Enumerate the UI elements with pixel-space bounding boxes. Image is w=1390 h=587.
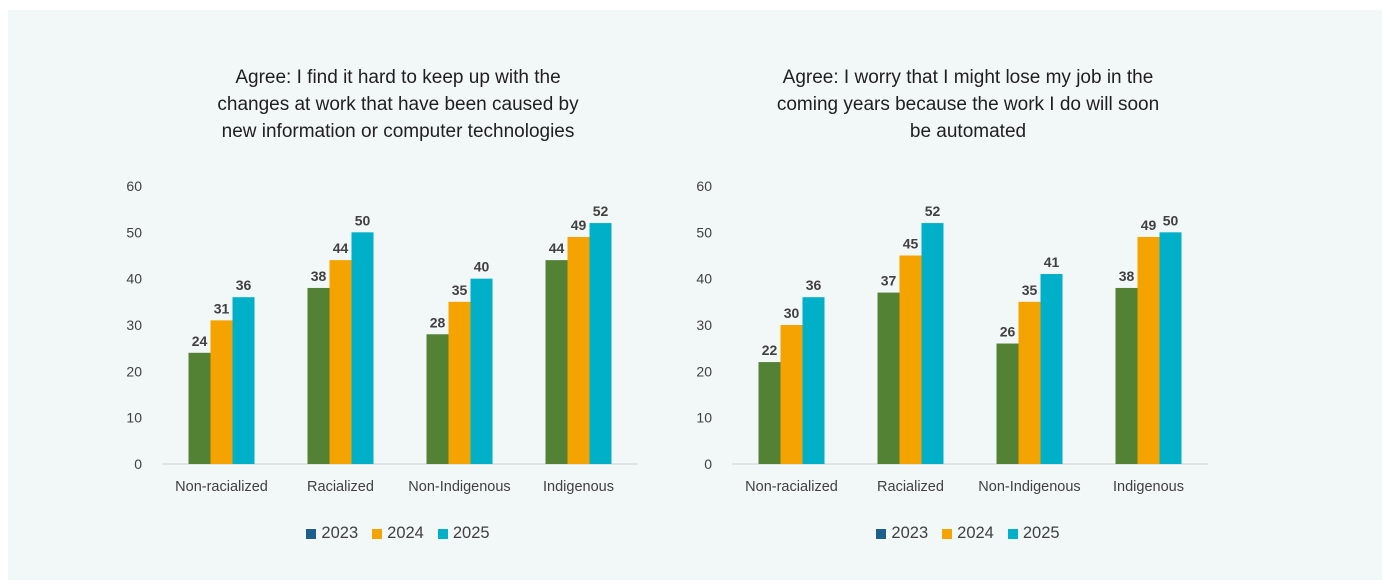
legend-swatch-2024 <box>942 528 953 539</box>
legend-swatch-2025 <box>437 528 448 539</box>
legend-label-2024: 2024 <box>387 524 424 542</box>
y-tick-label: 0 <box>134 456 142 472</box>
y-tick-label: 20 <box>696 363 712 379</box>
bar-2024 <box>899 255 922 464</box>
bar-2025 <box>802 297 825 464</box>
data-label: 52 <box>593 203 609 219</box>
bar-chart-svg: 0 10 20 30 40 50 60 22 30 36 Non-racialized 37 45 52 R… <box>696 178 1208 495</box>
y-tick-label: 40 <box>126 271 142 287</box>
y-tick-label: 30 <box>126 317 142 333</box>
x-category-label: Racialized <box>877 479 944 495</box>
data-label: 26 <box>1000 324 1016 340</box>
data-label: 35 <box>452 282 468 298</box>
data-label: 24 <box>192 333 208 349</box>
chart-title: Agree: I worry that I might lose my job … <box>776 67 1160 142</box>
bar-2024 <box>329 260 352 464</box>
bar-2023 <box>426 334 449 464</box>
x-category-label: Non-racialized <box>175 479 268 495</box>
legend-swatch-2023 <box>876 528 887 539</box>
legend-swatch-2025 <box>1007 528 1018 539</box>
legend-swatch-2024 <box>372 528 383 539</box>
y-tick-label: 40 <box>696 271 712 287</box>
legend-label-2024: 2024 <box>957 524 994 542</box>
y-tick-label: 10 <box>696 410 712 426</box>
data-label: 37 <box>881 273 897 289</box>
legend-label-2023: 2023 <box>891 524 929 542</box>
legend-item-2024: 2024 <box>372 524 424 543</box>
data-label: 49 <box>1141 217 1157 233</box>
data-label: 22 <box>762 342 778 358</box>
legend-swatch-2023 <box>306 528 317 539</box>
x-category-label: Racialized <box>307 479 374 495</box>
bar-chart-svg: 0 10 20 30 40 50 60 24 31 36 Non-racialized 38 44 50 R… <box>126 178 638 495</box>
legend-label-2023: 2023 <box>321 524 359 542</box>
y-tick-label: 60 <box>126 178 142 194</box>
legend-item-2023: 2023 <box>306 524 358 543</box>
bar-2024 <box>1137 236 1160 464</box>
legend-item-2024: 2024 <box>942 524 994 543</box>
y-tick-label: 60 <box>696 178 712 194</box>
bar-2023 <box>877 292 900 464</box>
bar-2024 <box>210 320 233 464</box>
data-label: 52 <box>925 203 941 219</box>
data-label: 44 <box>549 240 565 256</box>
legend-item-2025: 2025 <box>437 524 490 543</box>
data-label: 38 <box>1119 268 1135 284</box>
data-label: 28 <box>430 314 446 330</box>
bar-2024 <box>567 236 590 464</box>
bar-2023 <box>545 260 568 464</box>
bar-2023 <box>996 343 1019 464</box>
y-tick-label: 50 <box>126 224 142 240</box>
data-label: 45 <box>903 236 919 252</box>
bar-2025 <box>470 278 493 464</box>
x-category-label: Indigenous <box>543 479 614 495</box>
bar-2024 <box>448 301 471 464</box>
data-label: 35 <box>1022 282 1038 298</box>
legend-item-2023: 2023 <box>876 524 928 543</box>
x-category-label: Non-racialized <box>745 479 838 495</box>
data-label: 49 <box>571 217 587 233</box>
chart-job-automation-worry: Agree: I worry that I might lose my job … <box>678 10 1258 570</box>
y-tick-label: 30 <box>696 317 712 333</box>
data-label: 41 <box>1044 254 1060 270</box>
bar-2025 <box>351 232 374 464</box>
y-tick-label: 0 <box>704 456 712 472</box>
x-category-label: Non-Indigenous <box>978 479 1080 495</box>
bar-2025 <box>589 223 612 464</box>
data-label: 50 <box>355 212 371 228</box>
y-tick-label: 50 <box>696 224 712 240</box>
data-label: 44 <box>333 240 349 256</box>
bar-2024 <box>1018 301 1041 464</box>
chart-keep-up-with-technology: Agree: I find it hard to keep up with th… <box>108 10 688 570</box>
data-label: 36 <box>236 277 252 293</box>
bar-2025 <box>1040 274 1063 464</box>
x-category-label: Indigenous <box>1113 479 1184 495</box>
bar-2025 <box>232 297 255 464</box>
y-tick-label: 10 <box>126 410 142 426</box>
data-label: 30 <box>784 305 800 321</box>
bar-2024 <box>780 325 803 464</box>
y-tick-label: 20 <box>126 363 142 379</box>
bar-2023 <box>1115 287 1138 464</box>
data-label: 36 <box>806 277 822 293</box>
x-category-label: Non-Indigenous <box>408 479 510 495</box>
data-label: 50 <box>1163 212 1179 228</box>
bar-2023 <box>307 287 330 464</box>
bar-2023 <box>758 362 781 464</box>
legend-label-2025: 2025 <box>1022 524 1060 542</box>
chart-title: Agree: I find it hard to keep up with th… <box>217 67 579 142</box>
data-label: 40 <box>474 259 490 275</box>
figure-panel: Agree: I find it hard to keep up with th… <box>8 10 1382 580</box>
bar-2025 <box>921 223 944 464</box>
legend: 2023 2024 2025 <box>108 524 688 543</box>
data-label: 38 <box>311 268 327 284</box>
legend-item-2025: 2025 <box>1007 524 1060 543</box>
bar-2025 <box>1159 232 1182 464</box>
bar-2023 <box>188 352 211 464</box>
legend-label-2025: 2025 <box>452 524 490 542</box>
legend: 2023 2024 2025 <box>678 524 1258 543</box>
data-label: 31 <box>214 300 230 316</box>
